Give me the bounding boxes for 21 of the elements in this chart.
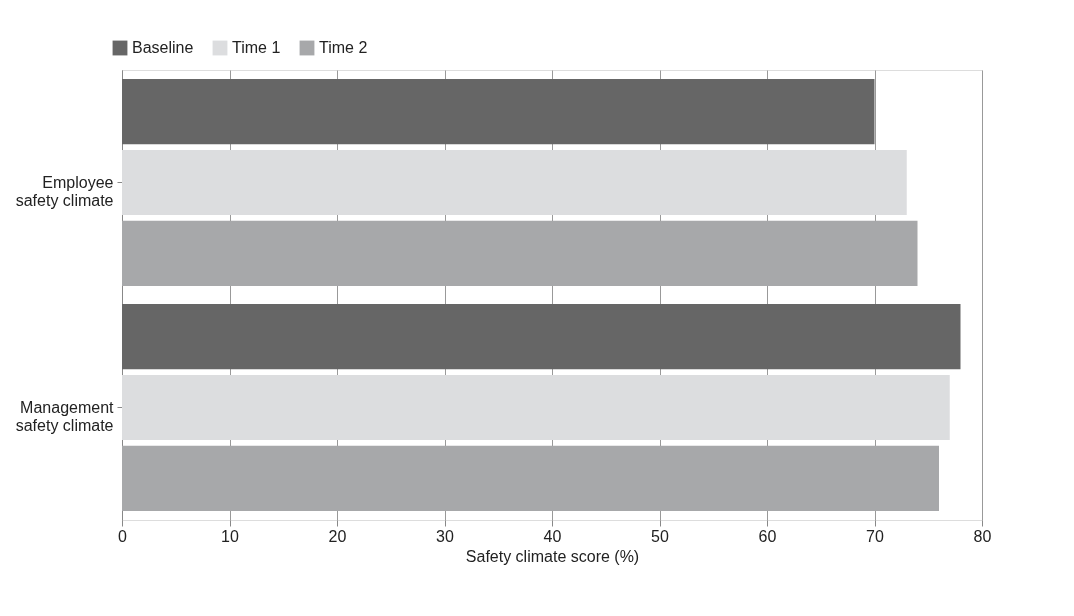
x-tick-label: 60	[758, 527, 777, 545]
bar	[122, 79, 875, 145]
legend-label: Baseline	[132, 39, 194, 56]
x-tick-label: 40	[543, 527, 562, 545]
x-tick-label: 50	[651, 527, 669, 545]
bar	[122, 149, 907, 216]
bar	[122, 374, 950, 441]
y-tick-label: Management safety climate	[15, 398, 115, 434]
bar	[122, 220, 918, 286]
y-tick-label: Employee safety climate	[15, 173, 114, 209]
x-tick-label: 0	[118, 527, 128, 545]
bar	[122, 304, 961, 370]
x-tick-label: 20	[328, 527, 347, 545]
x-tick-label: 10	[221, 527, 239, 545]
bar	[122, 445, 939, 511]
x-tick-label: 70	[866, 527, 884, 545]
x-tick-label: 80	[973, 527, 992, 545]
legend-label: Time 2	[319, 39, 368, 56]
legend-label: Time 1	[232, 39, 281, 56]
x-tick-label: 30	[436, 527, 454, 545]
x-axis-title: Safety climate score (%)	[465, 547, 640, 565]
